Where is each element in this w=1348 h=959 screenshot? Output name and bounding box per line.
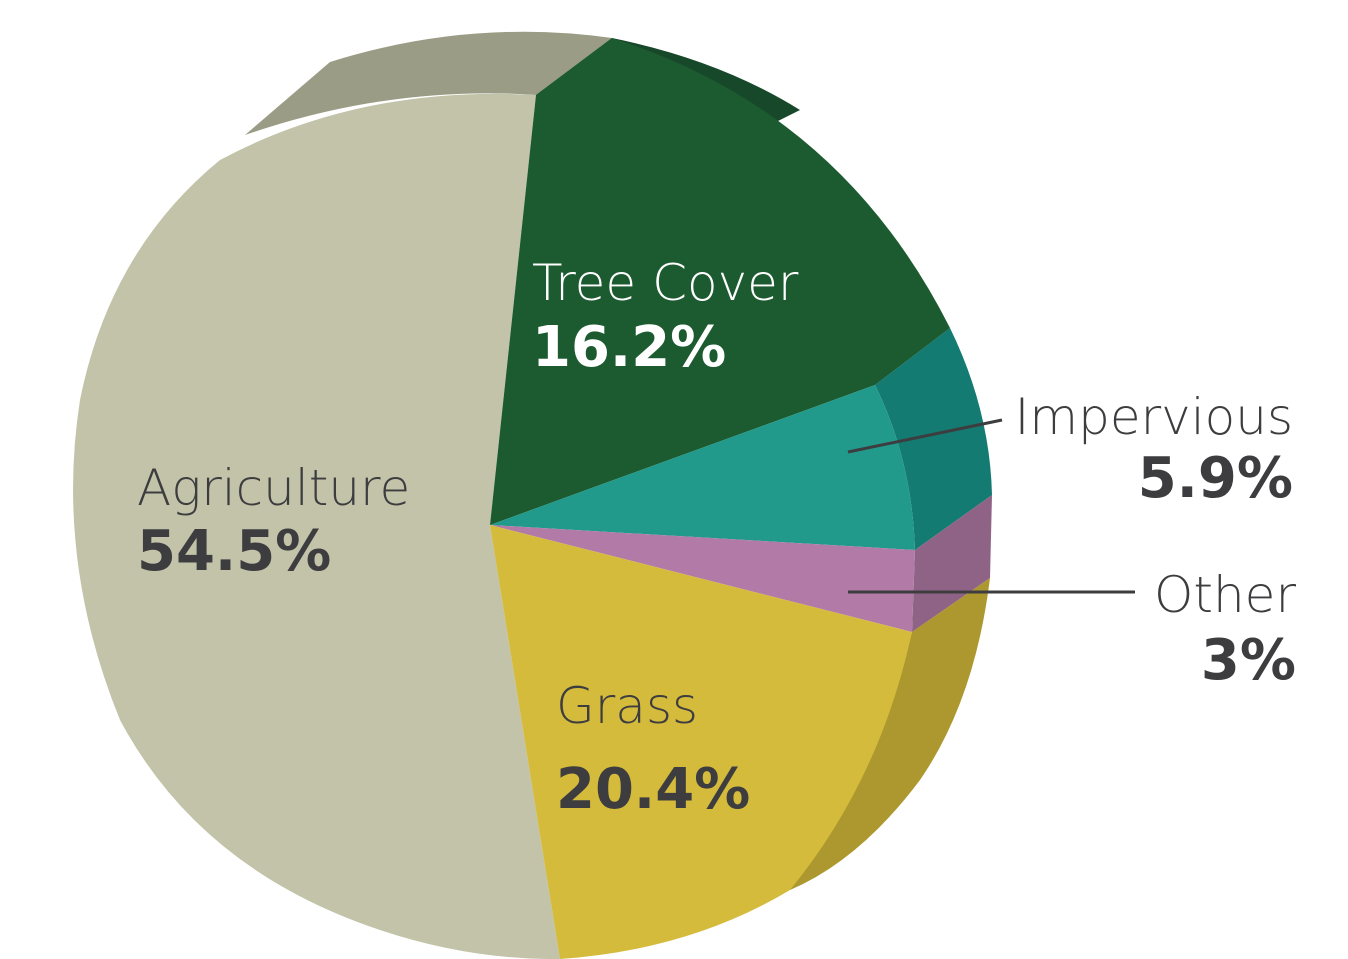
- label-impervious: Impervious: [1015, 388, 1293, 446]
- slice-tree-cover: [490, 38, 950, 525]
- value-other: 3%: [1201, 628, 1296, 693]
- slice-other: [490, 525, 915, 632]
- label-tree-cover: Tree Cover: [532, 254, 799, 312]
- slice-impervious: [490, 385, 915, 550]
- slice-agriculture-side: [245, 31, 612, 135]
- value-impervious: 5.9%: [1138, 446, 1293, 511]
- slice-grass: [490, 525, 912, 959]
- slice-agriculture: [73, 93, 560, 959]
- leader-line-impervious: [847, 418, 1003, 454]
- value-tree-cover: 16.2%: [532, 315, 726, 380]
- label-other: Other: [1154, 566, 1296, 624]
- slice-impervious-side: [875, 328, 992, 550]
- value-agriculture: 54.5%: [137, 519, 331, 584]
- label-grass: Grass: [556, 677, 698, 735]
- value-grass: 20.4%: [556, 757, 750, 822]
- slice-other-side: [912, 495, 992, 632]
- label-agriculture: Agriculture: [137, 459, 410, 517]
